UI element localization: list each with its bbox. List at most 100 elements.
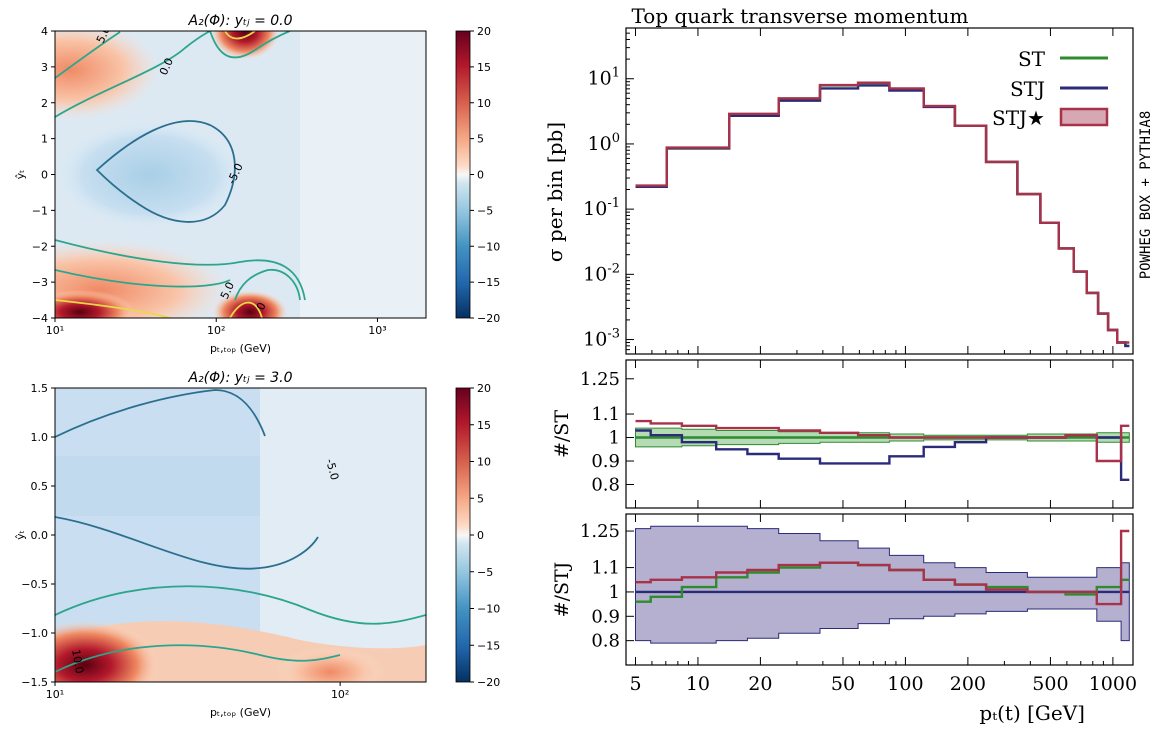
colorbar-tick-label: −15 [477, 276, 500, 289]
heatmap-title: A₂(Φ): yₜⱼ = 3.0 [187, 370, 292, 386]
colorbar-tick-label: −10 [477, 240, 500, 253]
contour-line [234, 269, 301, 301]
contour-line [55, 239, 306, 301]
heatmap-field: 5.00.0-5.05.000 [55, 31, 426, 318]
colorbar-tick-label: −15 [477, 639, 500, 652]
y-tick-label: 2 [41, 97, 48, 110]
y-tick-label: 0.8 [591, 475, 620, 496]
colorbar-tick-label: 20 [477, 25, 491, 38]
y-tick-label: 1.25 [580, 521, 620, 542]
y-tick-label: −1.5 [21, 676, 48, 689]
contour-line [55, 269, 231, 288]
x-tick-label: 1000 [1089, 673, 1137, 695]
y-tick-label: 10-1 [583, 196, 620, 220]
colorbar-tick-label: −20 [477, 676, 500, 689]
y-tick-label: −4 [32, 312, 48, 325]
x-tick-label: 20 [748, 673, 772, 695]
y-tick-label: 1.25 [580, 369, 620, 390]
y-tick-label: −2 [32, 240, 48, 253]
contour-line [55, 516, 319, 570]
x-tick-label: 10² [331, 688, 349, 701]
y-tick-label: 0.0 [31, 529, 49, 542]
colorbar-tick-label: 10 [477, 456, 491, 469]
contour-line [55, 585, 426, 625]
ratio-frame [625, 513, 1134, 666]
ratio-panel-1: 1.25 1.1 10.9 0.8 #/ST [551, 359, 1134, 509]
colorbar-tick-label: 15 [477, 419, 491, 432]
contour-line [55, 389, 266, 438]
colorbar-tick-label: 5 [477, 492, 484, 505]
colorbar-tick-label: 10 [477, 97, 491, 110]
contour-line [229, 301, 263, 318]
legend-label: ST [1018, 47, 1046, 71]
y-tick-label: 0.5 [31, 480, 49, 493]
x-tick-label: 500 [1032, 673, 1068, 695]
y-tick-label: 1.0 [31, 431, 49, 444]
y-tick-exponent: 0 [612, 131, 620, 146]
field-hotspot [212, 290, 288, 318]
heatmap-field: -5.0 10.0 [55, 388, 426, 682]
contour-line [209, 31, 291, 59]
series-line-STJ [635, 84, 1130, 348]
x-tick-label: 10³ [368, 324, 386, 337]
y-tick-exponent: -3 [607, 327, 620, 342]
colorbar-2: 20 15 10 5 0 −5 −10 −15 −20 [455, 382, 500, 689]
x-tick-label: 10¹ [46, 688, 64, 701]
ratio-band [635, 525, 1130, 644]
heatmap-xlabel: pₜ,ₜₒₚ (GeV) [210, 706, 271, 719]
ratio-line-STJ★ [635, 529, 1130, 606]
y-tick-label: 1 [41, 133, 48, 146]
x-tick-label: 200 [950, 673, 986, 695]
y-tick-label: 0 [41, 169, 48, 182]
side-label: POWHEG BOX + PYTHIA8 [1138, 111, 1154, 280]
y-tick-exponent: -1 [607, 196, 620, 211]
heatmap-panel-2: A₂(Φ): yₜⱼ = 3.0 pₜ,ₜₒₚ (GeV) ŷₜ -5.0 10.0 1.… [14, 370, 427, 719]
contour-line [55, 299, 171, 318]
field-right [260, 388, 426, 682]
contour-line [55, 31, 121, 79]
right-title: Top quark transverse momentum [631, 4, 968, 28]
field-hotspot [210, 31, 280, 60]
ratio-line-STJ★ [635, 419, 1130, 463]
colorbar-tick-label: 5 [477, 133, 484, 146]
colorbar-tick-label: −5 [477, 204, 493, 217]
y-tick-label: −0.5 [21, 578, 48, 591]
ratio-panel-2: 1.25 1.1 1 0.9 0.8 #/STJ [551, 513, 1134, 666]
field-hotspot [55, 620, 160, 682]
contour-line [55, 644, 341, 673]
contour-line [55, 31, 211, 118]
contour-label: -5.0 [323, 457, 341, 481]
contour-line [224, 31, 256, 40]
y-tick-label: 1 [609, 582, 620, 603]
y-tick-label: −3 [32, 276, 48, 289]
heatmap-panel-1: A₂(Φ): yₜⱼ = 0.0 pₜ,ₜₒₚ (GeV) ŷₜ 5.00.0-5.0… [14, 13, 427, 355]
main-ylabel: σ per bin [pb] [543, 122, 567, 262]
field-warm [275, 647, 385, 682]
main-frame [625, 27, 1134, 355]
contour-label: 0 [254, 300, 269, 312]
y-tick-label: 101 [588, 66, 620, 90]
heatmap-ylabel: ŷₜ [14, 170, 27, 180]
y-tick-label: 1.1 [591, 404, 620, 425]
field-highpt [300, 31, 426, 318]
field-band [55, 456, 260, 516]
legend-label: STJ★ [992, 106, 1045, 130]
legend-swatch [1059, 107, 1109, 127]
colorbar-tick-label: −20 [477, 312, 500, 325]
contour-label: 10.0 [69, 648, 86, 674]
colorbar-tick-label: 20 [477, 382, 491, 395]
heatmap-ylabel: ŷₜ [14, 530, 27, 540]
y-tick-exponent: 1 [612, 66, 620, 81]
y-tick-label: 4 [41, 25, 48, 38]
y-tick-label: −1.0 [21, 627, 48, 640]
x-tick-label: 100 [887, 673, 923, 695]
y-tick-label: 0.8 [591, 631, 620, 652]
y-tick-label: 3 [41, 61, 48, 74]
field-warm [55, 31, 160, 120]
field-cool [55, 120, 245, 230]
x-tick-label: 5 [629, 673, 641, 695]
heatmap-frame [54, 30, 427, 319]
right-xlabel: pₜ(t) [GeV] [979, 701, 1085, 725]
x-tick-label: 10² [207, 324, 225, 337]
